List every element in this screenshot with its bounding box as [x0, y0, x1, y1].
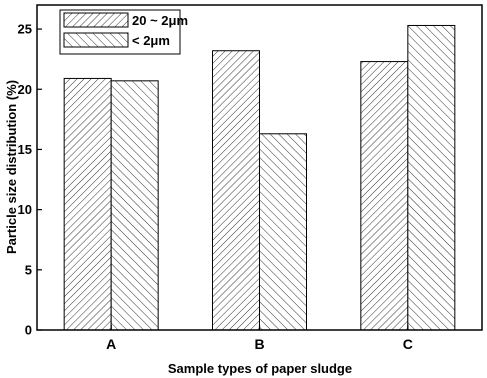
x-tick-label-a: A	[106, 336, 116, 352]
plot-frame	[36, 4, 483, 331]
y-tick-label-0: 0	[25, 323, 32, 338]
legend-label-series-1: 20 ~ 2μm	[132, 13, 188, 28]
x-tick-label-b: B	[254, 336, 264, 352]
y-axis: 0 5 10 15 20 25	[18, 22, 42, 338]
legend-swatch-series-1	[63, 12, 129, 28]
bar-b-series-1	[212, 50, 260, 331]
y-axis-title: Particle size distribution (%)	[4, 80, 19, 254]
y-tick-label-15: 15	[18, 142, 32, 157]
bar-a-series-2	[110, 80, 159, 331]
legend-label-series-2: < 2μm	[132, 33, 170, 48]
y-tick-label-10: 10	[18, 202, 32, 217]
x-axis-title: Sample types of paper sludge	[168, 361, 352, 376]
bar-c-series-2	[407, 24, 456, 331]
y-tick-label-20: 20	[18, 82, 32, 97]
bar-a-series-1	[63, 77, 112, 331]
y-tick-label-25: 25	[18, 22, 32, 37]
bars-layer	[63, 24, 456, 331]
x-axis: A B C	[106, 325, 413, 352]
x-tick-label-c: C	[403, 336, 413, 352]
legend: 20 ~ 2μm < 2μm	[59, 9, 188, 55]
bar-c-series-1	[360, 61, 409, 331]
legend-swatch-series-2	[63, 32, 129, 48]
y-tick-label-5: 5	[25, 262, 32, 277]
bar-b-series-2	[259, 133, 307, 331]
